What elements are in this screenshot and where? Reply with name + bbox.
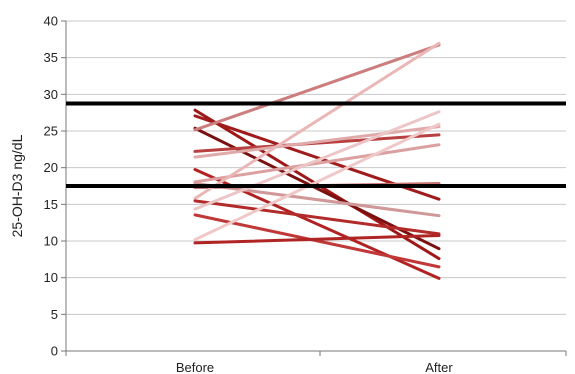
- y-axis-title: 25-OH-D3 ng/dL: [9, 134, 25, 237]
- series-line: [193, 213, 441, 269]
- y-tick-label: 5: [51, 307, 58, 322]
- series-line: [193, 125, 441, 159]
- y-tick-label: 40: [44, 14, 58, 29]
- series-line: [193, 122, 441, 242]
- x-tick-label: After: [425, 360, 453, 374]
- series-line: [193, 234, 441, 245]
- y-tick-label: 20: [44, 160, 58, 175]
- series-line: [193, 41, 441, 200]
- series-line: [193, 199, 441, 236]
- y-tick-label: 15: [44, 197, 58, 212]
- y-tick-label: 0: [51, 344, 58, 359]
- y-tick-label: 30: [44, 87, 58, 102]
- series-line: [193, 182, 441, 218]
- y-tick-label: 25: [44, 124, 58, 139]
- series-lines: [193, 41, 441, 280]
- series-line: [193, 110, 441, 211]
- tick-labels: 0 5 10 10 15 20 25 30 35 40 Before After: [44, 14, 454, 374]
- reference-lines: [66, 101, 566, 188]
- y-tick-label: 10: [44, 234, 58, 249]
- gridlines: [66, 20, 566, 352]
- series-line: [193, 143, 441, 184]
- x-tick-label: Before: [176, 360, 214, 374]
- y-tick-label: 10: [44, 270, 58, 285]
- y-tick-label: 35: [44, 50, 58, 65]
- axes: [61, 20, 567, 356]
- series-line: [193, 43, 441, 132]
